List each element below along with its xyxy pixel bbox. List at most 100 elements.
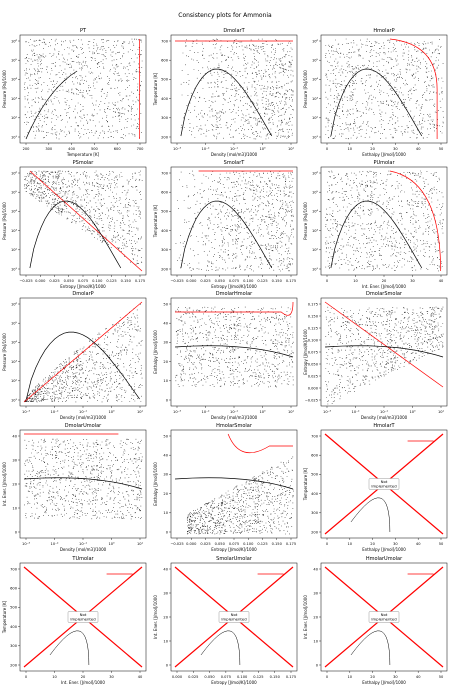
y-tick-label: 10¹ [11, 398, 18, 402]
y-tick-label: 600 [311, 454, 319, 458]
y-tick-label: 0.150 [308, 314, 319, 318]
chart-title: SmolarT [224, 160, 246, 166]
x-tick-label: 400 [68, 147, 76, 151]
x-tick-label: 10⁻¹ [380, 410, 388, 414]
y-tick-label: 10⁶ [312, 39, 319, 43]
y-tick-label: 10 [313, 639, 318, 643]
y-axis-label: Pressure [Pa]/1000 [2, 202, 7, 240]
y-tick-label: 10³ [11, 229, 18, 233]
x-axis-label: Entropy [J/mol/K]/1000 [211, 284, 257, 289]
y-tick-label: 10⁶ [312, 171, 319, 175]
x-tick-label: 10⁻³ [22, 410, 30, 414]
x-axis-label: Density [mol/m3]/1000 [60, 415, 107, 420]
x-axis-label: Density [mol/m3]/1000 [211, 152, 258, 157]
x-tick-label: 30 [393, 147, 398, 151]
x-axis-label: Enthalpy [J/mol]/1000 [362, 547, 406, 552]
x-tick-label: −0.025 [170, 542, 183, 546]
x-tick-label: 10¹ [137, 542, 144, 546]
chart-hmolart: HmolarT 0 10 20 30 40 50 200 300 400 500 600 700 Enth… [303, 423, 448, 552]
x-tick-label: 0.150 [121, 279, 132, 283]
x-tick-label: 20 [370, 675, 375, 679]
x-tick-label: 0.050 [215, 542, 226, 546]
y-tick-label: 10¹ [11, 267, 18, 271]
y-tick-label: 40 [163, 322, 168, 326]
status-box [368, 611, 400, 623]
x-tick-label: 10⁻² [202, 147, 210, 151]
y-tick-label: 10 [163, 511, 168, 515]
chart-title: PUmolar [373, 160, 395, 166]
y-tick-label: 0.050 [308, 362, 319, 366]
y-axis-label: Temperature [K] [153, 72, 158, 106]
x-tick-label: 0.150 [272, 279, 283, 283]
status-box [368, 478, 400, 490]
chart-title: DmolarHmolar [216, 291, 253, 297]
x-tick-label: 10⁻² [352, 410, 360, 414]
x-tick-label: 10⁻² [51, 542, 59, 546]
chart-dmolart: DmolarT 10⁻³ 10⁻² 10⁻¹ 10⁰ 10¹ 200 300 400 500 600… [153, 28, 298, 157]
x-tick-label: 10⁻¹ [79, 410, 87, 414]
x-tick-label: 50 [439, 675, 444, 679]
chart-dmolarsmolar: DmolarSmolar 10⁻³ 10⁻² 10⁻¹ 10⁰ 10¹ −0.025 0.00… [303, 291, 448, 420]
x-tick-label: 30 [109, 675, 114, 679]
y-axis-label: Pressure [Pa]/1000 [2, 333, 7, 371]
saturation-curve [23, 477, 143, 490]
y-tick-label: 300 [10, 644, 18, 648]
y-tick-label: 20 [163, 360, 168, 364]
boundary-line [389, 38, 438, 139]
y-tick-label: 10⁴ [11, 78, 18, 82]
x-tick-label: 10 [52, 675, 57, 679]
y-tick-label: 10⁴ [312, 78, 319, 82]
y-tick-label: 300 [161, 248, 169, 252]
x-tick-label: 200 [23, 147, 31, 151]
chart-pumolar: PUmolar 0 10 20 30 40 10¹ 10² 10³ 10⁴ 10⁵ 10⁶ Int. E… [303, 160, 448, 289]
y-tick-label: 10⁶ [11, 39, 18, 43]
x-tick-label: 10 [353, 279, 358, 283]
x-tick-label: 0 [25, 675, 28, 679]
x-tick-label: 500 [91, 147, 99, 151]
y-tick-label: 30 [163, 473, 168, 477]
y-tick-label: 10⁶ [11, 302, 18, 306]
chart-title: DmolarP [72, 291, 93, 297]
x-tick-label: −0.025 [170, 279, 183, 283]
x-tick-label: 30 [393, 542, 398, 546]
chart-smolart: SmolarT−0.025 0.000 0.025 0.050 0.075 0.100 0.… [153, 160, 298, 289]
curve [200, 630, 241, 666]
y-tick-label: 10⁵ [11, 322, 18, 326]
y-tick-label: 50 [163, 302, 168, 306]
x-axis-label: Density [mol/m3]/1000 [211, 415, 258, 420]
chart-title: DmolarUmolar [65, 423, 102, 429]
y-tick-label: 10 [163, 639, 168, 643]
y-axis-label: Temperature [K] [2, 600, 7, 634]
x-tick-label: 0 [326, 147, 329, 151]
y-tick-label: 10³ [312, 229, 319, 233]
chart-title: HmolarP [373, 28, 394, 34]
chart-title: HmolarSmolar [216, 423, 253, 429]
x-tick-label: 0.150 [270, 675, 281, 679]
y-tick-label: 40 [313, 567, 318, 571]
x-tick-label: 10⁻³ [173, 147, 181, 151]
plot-frame [320, 297, 448, 407]
chart-title: DmolarT [223, 28, 245, 34]
x-axis-label: Enthalpy [J/mol]/1000 [362, 680, 406, 685]
x-tick-label: 700 [137, 147, 145, 151]
y-tick-label: 200 [10, 663, 18, 667]
y-tick-label: 40 [163, 567, 168, 571]
y-axis-label: Temperature [K] [303, 467, 308, 501]
chart-psmolar: PSmolar−0.025 0.000 0.025 0.050 0.075 0.100 0.… [2, 160, 147, 289]
y-tick-label: 10¹ [312, 267, 319, 271]
y-axis-label: Int. Ener. [J/mol]/1000 [2, 462, 7, 506]
y-tick-label: 10⁵ [312, 59, 319, 63]
saturation-curve [26, 331, 140, 400]
chart-hmolarp: HmolarP 0 10 20 30 40 50 10¹ 10² 10³ 10⁴ 10⁵ 10⁶ Enth… [303, 28, 448, 157]
y-tick-label: 10⁴ [11, 341, 18, 345]
x-axis-label: Enthalpy [J/mol]/1000 [362, 152, 406, 157]
chart-title: DmolarSmolar [366, 291, 403, 297]
plot-frame [170, 34, 298, 144]
x-axis-label: Density [mol/m3]/1000 [361, 415, 408, 420]
x-tick-label: 40 [439, 279, 444, 283]
x-tick-label: 10 [348, 675, 353, 679]
chart-dmolarp: DmolarP 10⁻³ 10⁻² 10⁻¹ 10⁰ 10¹ 10¹ 10² 10³ 10⁴ 10⁵… [2, 291, 147, 420]
y-tick-label: 10² [312, 116, 319, 120]
x-tick-label: 0.075 [221, 675, 231, 679]
curve [49, 630, 90, 666]
